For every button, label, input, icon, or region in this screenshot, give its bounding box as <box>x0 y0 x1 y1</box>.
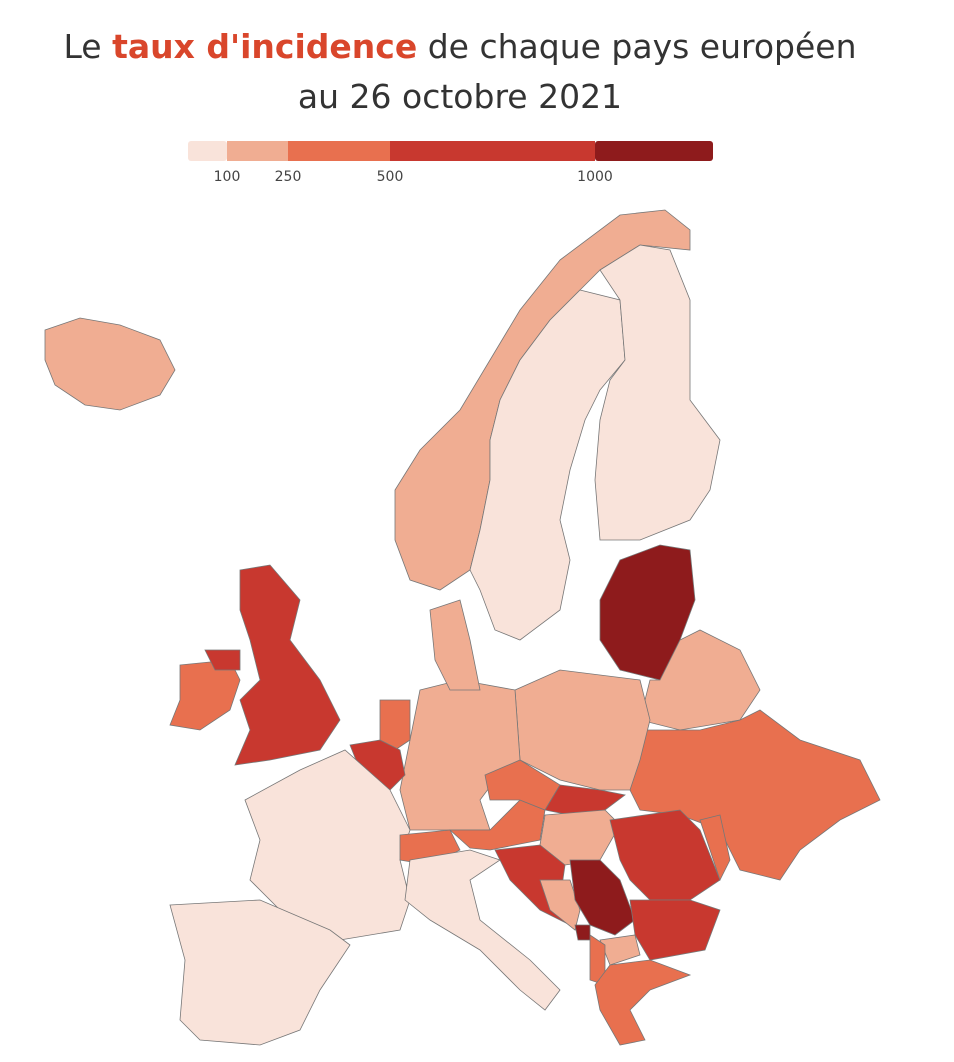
title-highlight: taux d'incidence <box>112 27 417 66</box>
title-prefix: Le <box>63 27 101 66</box>
title-line-1: Le taux d'incidence de chaque pays europ… <box>63 27 856 66</box>
country <box>699 814 731 882</box>
country <box>399 679 521 831</box>
title-line-2: au 26 octobre 2021 <box>298 77 622 116</box>
country <box>539 879 581 931</box>
legend-swatch <box>595 141 713 161</box>
country <box>448 799 546 851</box>
country <box>469 289 626 641</box>
legend-tick-label: 500 <box>377 169 404 185</box>
legend-tick-label: 250 <box>275 169 302 185</box>
country <box>44 317 176 411</box>
country <box>569 859 636 936</box>
country <box>379 699 411 751</box>
country <box>169 899 351 1046</box>
countries <box>44 209 881 1046</box>
legend-swatch <box>390 141 595 161</box>
country <box>574 924 591 941</box>
legend-tick-label: 100 <box>214 169 241 185</box>
country <box>204 649 241 671</box>
country <box>639 629 761 731</box>
country <box>429 599 481 691</box>
country <box>594 959 692 1046</box>
country <box>234 564 341 766</box>
country <box>169 659 241 731</box>
legend-tick-label: 1000 <box>577 169 613 185</box>
legend: 100 250 500 1000 <box>188 141 713 185</box>
country <box>599 934 641 966</box>
country <box>629 899 721 961</box>
legend-swatch <box>288 141 390 161</box>
country <box>514 669 651 791</box>
country <box>594 244 721 541</box>
legend-swatch <box>188 141 227 161</box>
title-suffix: de chaque pays européen <box>428 27 857 66</box>
legend-swatch <box>227 141 288 161</box>
